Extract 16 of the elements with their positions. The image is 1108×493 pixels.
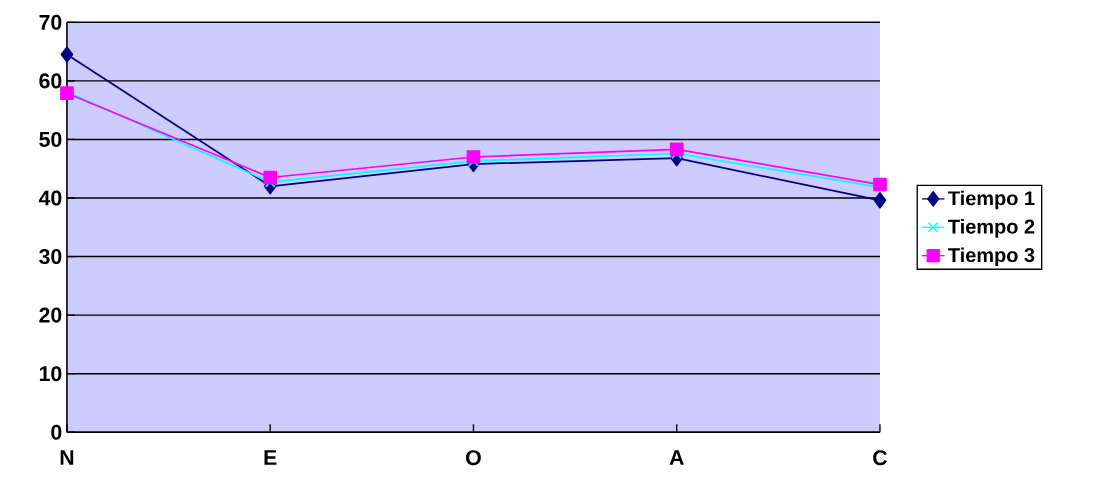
y-tick-label: 0	[51, 424, 62, 440]
y-tick-label: 20	[39, 307, 62, 323]
y-tick-label: 10	[39, 366, 62, 382]
legend-label: Tiempo 3	[948, 247, 1035, 266]
legend-label: Tiempo 1	[948, 190, 1035, 210]
y-tick-label: 40	[38, 190, 62, 206]
y-tick-label: 30	[39, 248, 62, 265]
y-tick-label: 50	[39, 131, 62, 147]
legend-label: Tiempo 2	[948, 219, 1035, 238]
y-tick-label: 70	[39, 14, 62, 30]
x-tick-label: N	[60, 450, 74, 465]
y-tick-label: 60	[39, 73, 62, 89]
x-tick-label: A	[669, 450, 684, 465]
x-tick-label: O	[466, 450, 481, 466]
x-tick-label: E	[264, 450, 277, 465]
x-tick-label: C	[873, 450, 888, 466]
